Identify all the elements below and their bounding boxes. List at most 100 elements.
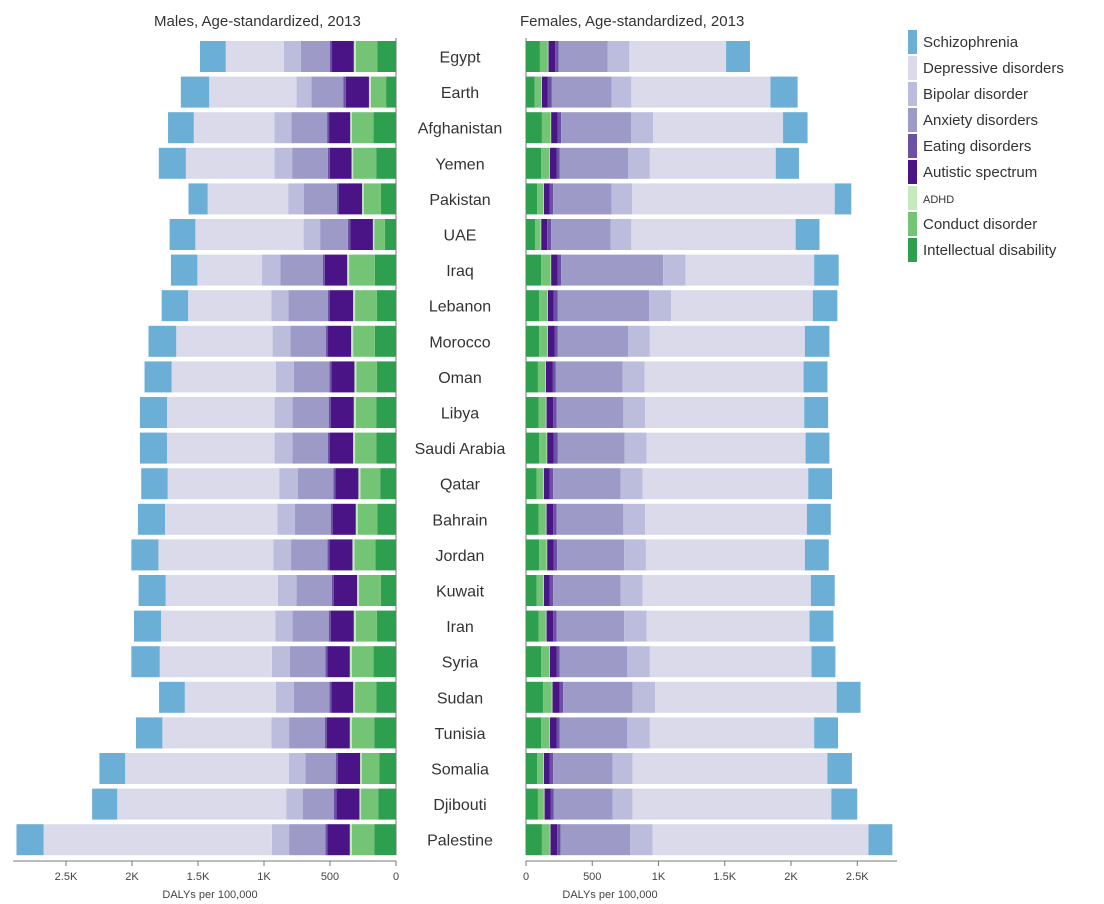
females-x-axis-title: DALYs per 100,000 (562, 889, 657, 901)
bar-segment-males-lebanon-eating-disorders (328, 290, 330, 322)
bar-segment-males-bahrain-anxiety-disorders (295, 503, 331, 535)
bar-segment-females-iraq-depressive-disorders (685, 254, 815, 286)
country-label-egypt: Egypt (440, 50, 481, 67)
bar-segment-females-palestine-anxiety-disorders (560, 824, 631, 856)
bar-segment-males-qatar-autistic-spectrum (335, 468, 359, 500)
bar-segment-females-pakistan-depressive-disorders (632, 183, 835, 215)
bar-segment-females-libya-schizophrenia (804, 397, 829, 428)
bar-segment-males-jordan-adhd (352, 539, 355, 571)
bar-segment-females-syria-depressive-disorders (649, 646, 812, 678)
males-panel: Males, Age-standardized, 2013 0 500 1K 1.5K 2… (13, 13, 399, 901)
legend-swatch-bipolar-disorder (908, 82, 917, 106)
bar-segment-males-jordan-schizophrenia (131, 539, 159, 571)
bar-segment-females-djibouti-depressive-disorders (632, 788, 832, 820)
bar-segment-males-morocco-intellectual-disability (374, 325, 396, 357)
bar-segment-females-bahrain-bipolar-disorder (623, 503, 646, 535)
bar-segment-females-tunisia-bipolar-disorder (627, 717, 650, 749)
bar-segment-females-pakistan-anxiety-disorders (553, 183, 612, 215)
bar-segment-males-iraq-schizophrenia (170, 254, 198, 286)
bar-segment-males-oman-intellectual-disability (376, 361, 396, 393)
bar-segment-males-oman-adhd (354, 361, 357, 393)
bar-segment-females-pakistan-eating-disorders (549, 183, 554, 215)
legend-label-adhd: ADHD (923, 194, 954, 206)
country-labels: Egypt Earth Afghanistan Yemen Pakistan UAE Ira… (415, 50, 506, 850)
bar-segment-females-djibouti-schizophrenia (831, 788, 858, 820)
bar-segment-males-sudan-eating-disorders (329, 681, 332, 713)
country-label-somalia: Somalia (431, 762, 489, 779)
bar-segment-females-jordan-intellectual-disability (526, 539, 540, 571)
bar-segment-females-egypt-adhd (547, 41, 549, 72)
bar-segment-females-afghanistan-conduct-disorder (541, 112, 551, 144)
bar-segment-males-yemen-intellectual-disability (376, 147, 396, 179)
bar-segment-females-iran-bipolar-disorder (624, 610, 647, 642)
bar-segment-males-pakistan-intellectual-disability (380, 183, 396, 215)
bar-segment-females-sudan-depressive-disorders (655, 681, 837, 713)
bar-segment-females-libya-anxiety-disorders (556, 397, 624, 428)
bar-segment-males-jordan-autistic-spectrum (329, 539, 353, 571)
bar-segment-females-iraq-bipolar-disorder (663, 254, 686, 286)
bar-segment-males-syria-intellectual-disability (373, 646, 396, 678)
males-bar-lebanon (161, 290, 396, 322)
bar-segment-males-pakistan-schizophrenia (188, 183, 208, 215)
bar-segment-males-syria-eating-disorders (325, 646, 328, 678)
bar-segment-males-egypt-conduct-disorder (355, 41, 378, 72)
bar-segment-males-djibouti-anxiety-disorders (302, 788, 334, 820)
bar-segment-females-bahrain-eating-disorders (553, 503, 557, 535)
bar-segment-males-palestine-bipolar-disorder (271, 824, 290, 856)
bar-segment-females-kuwait-anxiety-disorders (553, 575, 621, 606)
females-bar-bahrain (526, 503, 831, 535)
bar-segment-females-lebanon-conduct-disorder (539, 290, 548, 322)
bar-segment-females-oman-intellectual-disability (526, 361, 538, 393)
bar-segment-females-jordan-bipolar-disorder (624, 539, 646, 571)
bar-segment-males-somalia-autistic-spectrum (337, 753, 361, 784)
bar-segment-females-syria-autistic-spectrum (549, 646, 557, 678)
females-bar-djibouti (526, 788, 858, 820)
bar-segment-males-afghanistan-eating-disorders (327, 112, 330, 144)
bar-segment-males-iran-bipolar-disorder (275, 610, 293, 642)
bar-segment-females-saudi-arabia-depressive-disorders (646, 432, 806, 464)
bar-segment-females-kuwait-bipolar-disorder (620, 575, 643, 606)
females-bar-tunisia (526, 717, 839, 749)
legend-label-schizophrenia: Schizophrenia (923, 34, 1019, 51)
bar-segment-males-yemen-autistic-spectrum (329, 147, 352, 179)
bar-segment-females-tunisia-adhd (549, 717, 550, 749)
bar-segment-males-iran-intellectual-disability (376, 610, 396, 642)
bar-segment-females-kuwait-conduct-disorder (536, 575, 544, 606)
bar-segment-females-somalia-autistic-spectrum (543, 753, 550, 784)
country-label-iran: Iran (446, 619, 474, 636)
bar-segment-males-uae-bipolar-disorder (303, 219, 321, 250)
bar-segment-females-afghanistan-bipolar-disorder (631, 112, 654, 144)
legend-label-eating-disorders: Eating disorders (923, 138, 1031, 155)
bar-segment-males-earth-anxiety-disorders (311, 76, 344, 108)
bar-segment-males-libya-depressive-disorders (166, 397, 275, 428)
bar-segment-females-iran-adhd (545, 610, 547, 642)
females-bar-jordan (526, 539, 829, 571)
bar-segment-males-saudi-arabia-schizophrenia (139, 432, 167, 464)
bar-segment-females-iraq-eating-disorders (557, 254, 562, 286)
bar-segment-males-iran-depressive-disorders (161, 610, 276, 642)
bar-segment-males-morocco-bipolar-disorder (272, 325, 291, 357)
bar-segment-females-lebanon-intellectual-disability (526, 290, 540, 322)
females-x-tick-label: 2.5K (846, 871, 869, 883)
females-bar-kuwait (526, 575, 835, 606)
bar-segment-males-egypt-autistic-spectrum (331, 41, 354, 72)
bar-segment-females-djibouti-bipolar-disorder (612, 788, 633, 820)
bar-segment-females-yemen-conduct-disorder (541, 147, 550, 179)
bar-segment-males-saudi-arabia-anxiety-disorders (292, 432, 329, 464)
males-bar-djibouti (92, 788, 396, 820)
bar-segment-males-iraq-conduct-disorder (349, 254, 375, 286)
bar-segment-males-qatar-adhd (358, 468, 361, 500)
bar-segment-males-egypt-schizophrenia (199, 41, 226, 72)
country-label-qatar: Qatar (440, 477, 481, 494)
bar-segment-males-morocco-autistic-spectrum (328, 325, 352, 357)
males-x-tick-label: 2.5K (55, 871, 78, 883)
bar-segment-females-djibouti-autistic-spectrum (544, 788, 551, 820)
bar-segment-females-pakistan-adhd (543, 183, 544, 215)
bar-segment-males-oman-bipolar-disorder (275, 361, 294, 393)
males-bar-iran (133, 610, 396, 642)
bar-segment-females-sudan-schizophrenia (836, 681, 861, 713)
bar-segment-males-saudi-arabia-bipolar-disorder (274, 432, 293, 464)
females-x-tick-label: 1.5K (713, 871, 736, 883)
bar-segment-females-jordan-adhd (546, 539, 548, 571)
bar-segment-males-djibouti-conduct-disorder (361, 788, 379, 820)
